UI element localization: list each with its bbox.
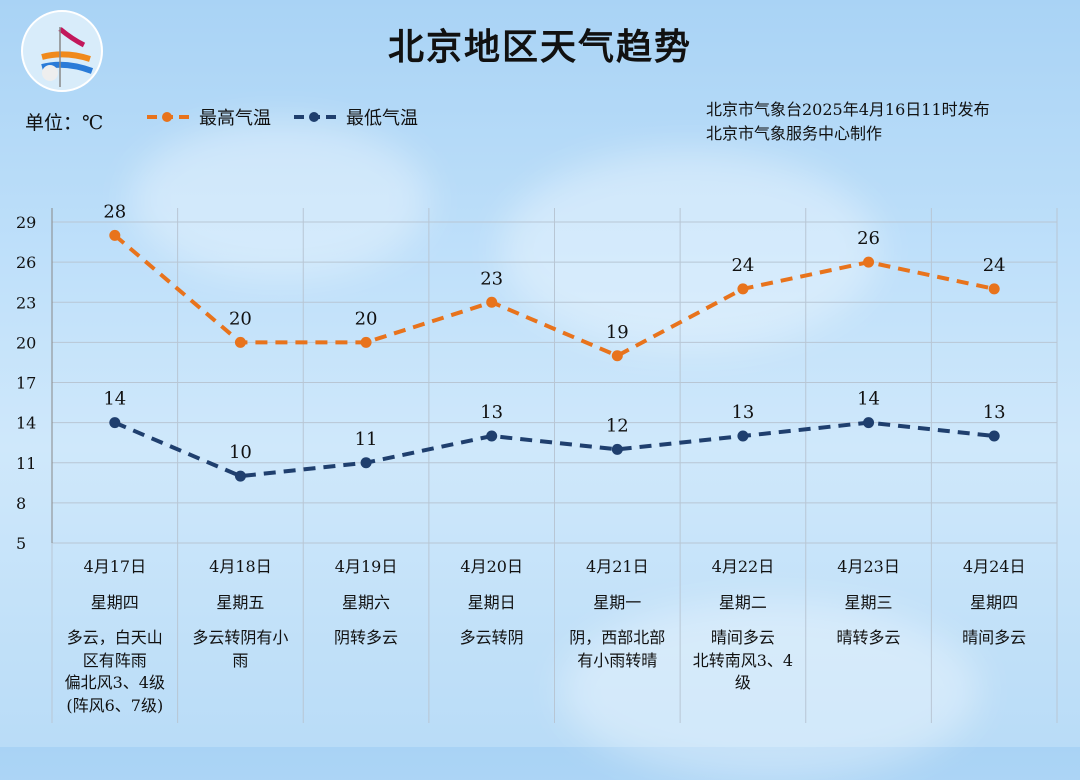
- weather-description: 阴，西部北部: [569, 628, 666, 647]
- date-label: 4月24日: [962, 557, 1026, 576]
- legend-low-label: 最低气温: [346, 108, 418, 129]
- low-temp-point: [109, 417, 121, 429]
- weekday-label: 星期六: [342, 593, 391, 612]
- weekday-label: 星期日: [467, 593, 516, 612]
- y-tick-label: 17: [16, 374, 36, 393]
- high-temp-point: [988, 283, 1000, 295]
- weather-description: 多云，白天山: [66, 628, 163, 647]
- date-label: 4月22日: [711, 557, 775, 576]
- weekday-label: 星期一: [593, 593, 642, 612]
- y-tick-label: 14: [16, 414, 36, 433]
- high-temp-data-label: 23: [480, 268, 503, 289]
- high-temp-data-label: 26: [857, 228, 880, 249]
- date-label: 4月23日: [837, 557, 900, 576]
- temperature-chart: 5 8 11 14 17 20 23 26 29 28 20 20 23 19 24 26 24 14 10 11 13…: [16, 201, 1058, 723]
- low-temp-point: [737, 430, 749, 442]
- high-temp-point: [486, 296, 498, 308]
- high-temp-data-label: 19: [606, 322, 629, 343]
- date-label: 4月19日: [334, 557, 398, 576]
- low-temp-point: [360, 457, 372, 469]
- low-temp-data-label: 14: [857, 389, 880, 410]
- weather-description: 晴转多云: [836, 628, 901, 647]
- y-tick-label: 29: [16, 213, 36, 232]
- weather-description: 级: [734, 673, 751, 692]
- high-temp-line: [113, 233, 995, 358]
- high-temp-point: [360, 336, 372, 348]
- high-temp-data-label: 20: [355, 308, 378, 329]
- legend-item-high: 最高气温: [145, 104, 271, 130]
- high-temp-data-label: 28: [103, 201, 126, 222]
- legend-high-label: 最高气温: [199, 108, 271, 129]
- high-temp-point: [863, 256, 875, 268]
- legend-high-marker-icon: [147, 112, 191, 122]
- weather-description: 多云转阴有小: [192, 628, 289, 647]
- y-tick-label: 8: [16, 494, 26, 513]
- low-temp-data-label: 12: [606, 415, 629, 436]
- high-temp-point: [234, 336, 246, 348]
- date-label: 4月20日: [460, 557, 523, 576]
- low-temp-point: [234, 470, 246, 482]
- weather-description: 阴转多云: [334, 628, 399, 647]
- y-tick-label: 11: [16, 454, 36, 473]
- weekday-label: 星期四: [970, 593, 1019, 612]
- date-label: 4月18日: [209, 557, 272, 576]
- unit-label: 单位：℃: [25, 112, 104, 134]
- cloud: [130, 120, 430, 280]
- y-tick-label: 26: [16, 253, 36, 272]
- high-temp-data-label: 24: [731, 255, 754, 276]
- weather-description: 北转南风3、4: [692, 650, 794, 670]
- y-tick-label: 23: [16, 293, 36, 312]
- weekday-label: 星期五: [216, 593, 265, 612]
- legend-low-marker-icon: [294, 112, 338, 122]
- page-title: 北京地区天气趋势: [387, 26, 692, 68]
- source-line-2: 北京市气象服务中心制作: [706, 124, 883, 143]
- weather-description: 雨: [232, 650, 249, 670]
- low-temp-point: [486, 430, 498, 442]
- date-label: 4月17日: [83, 557, 147, 576]
- weather-description: 有小雨转晴: [577, 650, 658, 670]
- low-temp-data-label: 13: [480, 402, 503, 423]
- legend-item-low: 最低气温: [292, 104, 418, 130]
- weather-description: (阵风6、7级): [66, 695, 164, 715]
- high-temp-data-label: 20: [229, 308, 252, 329]
- low-temp-data-label: 13: [983, 402, 1006, 423]
- source-line-1: 北京市气象台2025年4月16日11时发布: [706, 100, 990, 119]
- weekday-label: 星期三: [844, 593, 893, 612]
- low-temp-data-label: 11: [355, 429, 378, 450]
- low-temp-point: [863, 417, 875, 429]
- low-temp-data-label: 14: [103, 389, 126, 410]
- low-temp-point: [988, 430, 1000, 442]
- weekday-label: 星期二: [718, 593, 767, 612]
- high-temp-point: [611, 350, 623, 362]
- y-tick-label: 5: [16, 534, 26, 553]
- date-label: 4月21日: [586, 557, 649, 576]
- weather-description: 晴间多云: [710, 628, 775, 647]
- weekday-label: 星期四: [90, 593, 139, 612]
- low-temp-data-label: 10: [229, 442, 252, 463]
- weather-description: 多云转阴: [459, 628, 524, 647]
- meteorological-service-logo: [21, 10, 103, 92]
- high-temp-point: [737, 283, 749, 295]
- high-temp-point: [109, 229, 121, 241]
- weather-description: 晴间多云: [962, 628, 1027, 647]
- high-temp-data-label: 24: [983, 255, 1006, 276]
- weather-description: 区有阵雨: [82, 650, 147, 670]
- low-temp-point: [611, 443, 623, 455]
- low-temp-line: [114, 420, 995, 479]
- y-tick-label: 20: [16, 333, 36, 352]
- low-temp-data-label: 13: [731, 402, 754, 423]
- weather-description: 偏北风3、4级: [64, 673, 165, 692]
